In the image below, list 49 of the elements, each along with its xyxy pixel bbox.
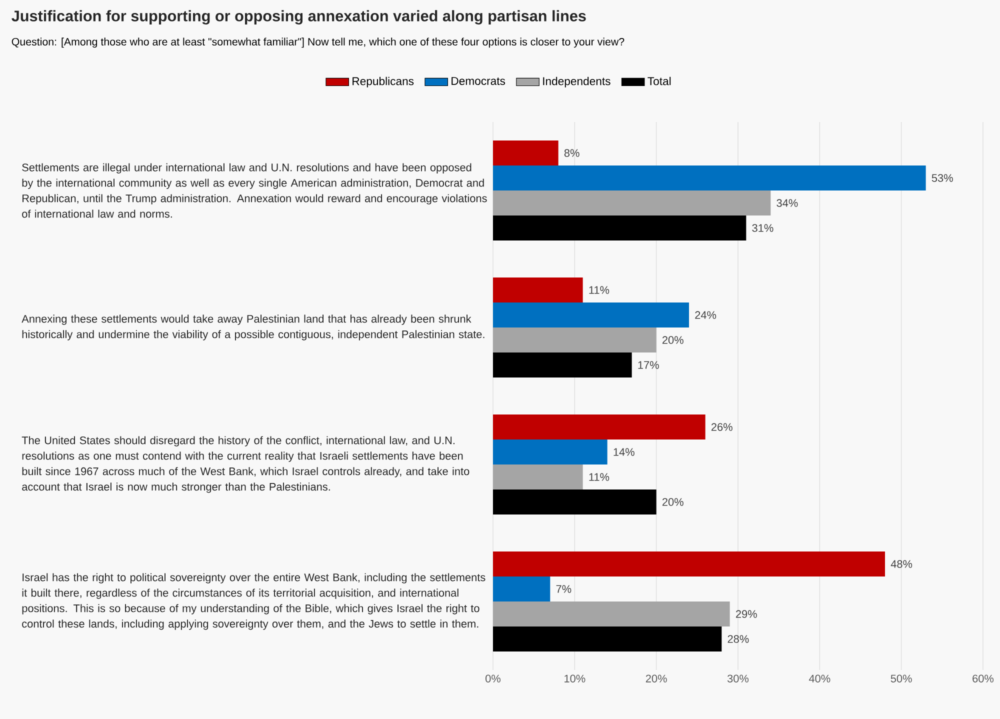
y-tick-label: Annexing these settlements would take away Palestinian land that has already been shrunk historically and undermine the viability of a possible contiguous, independent Palestinian state. bbox=[22, 314, 484, 340]
data-label: 29% bbox=[736, 610, 757, 618]
data-label: 31% bbox=[752, 224, 774, 232]
bar bbox=[492, 490, 656, 514]
bar bbox=[492, 166, 926, 190]
legend-label: Independents bbox=[543, 76, 610, 88]
data-label: 20% bbox=[662, 498, 684, 506]
bar bbox=[492, 576, 550, 602]
y-tick-label: The United States should disregard the history of the conflict, international law, and U.N. resolutions as one must contend with the current reality that Israeli settlements have been built since 1967 across much of the West Bank, which Israel controls already, and take into account that Israel is now much stronger than the Palestinians. bbox=[22, 436, 470, 493]
bar bbox=[492, 626, 722, 652]
data-label: 8% bbox=[564, 149, 580, 157]
text: Question: [Among those who are at least "somewhat familiar"] Now tell me, which one of these four options is closer to your view? bbox=[12, 38, 624, 48]
x-tick-label: 20% bbox=[646, 674, 667, 682]
bar bbox=[492, 440, 608, 464]
bar bbox=[492, 464, 583, 490]
data-label: 11% bbox=[589, 286, 610, 294]
data-label: 20% bbox=[662, 336, 684, 344]
bar bbox=[492, 140, 558, 166]
bar bbox=[492, 352, 632, 378]
x-tick-label: 50% bbox=[890, 674, 912, 682]
legend-label: Total bbox=[648, 76, 671, 86]
y-tick-label: Israel has the right to political sovereignty over the entire West Bank, including the settlements it built there, regardless of the circumstances of its territorial acquisition, and international positions. This is so because of my understanding of the Bible, which gives Israel the right to control these lands, including applying sovereignty over them, and the Jews to settle in them. bbox=[22, 573, 486, 630]
legend-label: Democrats bbox=[452, 77, 506, 85]
bar bbox=[492, 278, 583, 303]
bar bbox=[492, 552, 885, 577]
data-label: 53% bbox=[932, 174, 953, 182]
data-label: 24% bbox=[695, 311, 716, 319]
x-tick-label: 30% bbox=[727, 674, 749, 682]
bar bbox=[492, 328, 656, 353]
x-tick-label: 0% bbox=[486, 674, 501, 682]
bar bbox=[492, 190, 771, 216]
text: Justification for supporting or opposing annexation varied along partisan lines bbox=[12, 10, 586, 24]
data-label: 14% bbox=[614, 448, 634, 456]
data-label: 17% bbox=[638, 361, 659, 369]
x-tick-label: 60% bbox=[972, 674, 994, 682]
x-tick-label: 10% bbox=[564, 674, 586, 682]
data-label: 26% bbox=[711, 423, 732, 431]
bar bbox=[492, 602, 730, 627]
data-label: 7% bbox=[556, 585, 572, 593]
y-tick-label: Settlements are illegal under international law and U.N. resolutions and have been opposed by the international community as well as every single American administration, Democrat and Republican, until the Trump administration. Annexation would reward and encourage violations of international law and norms. bbox=[22, 163, 487, 218]
x-tick-label: 40% bbox=[808, 674, 830, 682]
data-label: 48% bbox=[890, 560, 912, 568]
bar bbox=[492, 216, 746, 240]
data-label: 11% bbox=[589, 473, 610, 481]
data-label: 28% bbox=[728, 635, 749, 643]
data-label: 34% bbox=[776, 199, 798, 207]
bar bbox=[492, 302, 689, 328]
bar bbox=[492, 414, 706, 440]
legend-label: Republicans bbox=[352, 76, 414, 88]
